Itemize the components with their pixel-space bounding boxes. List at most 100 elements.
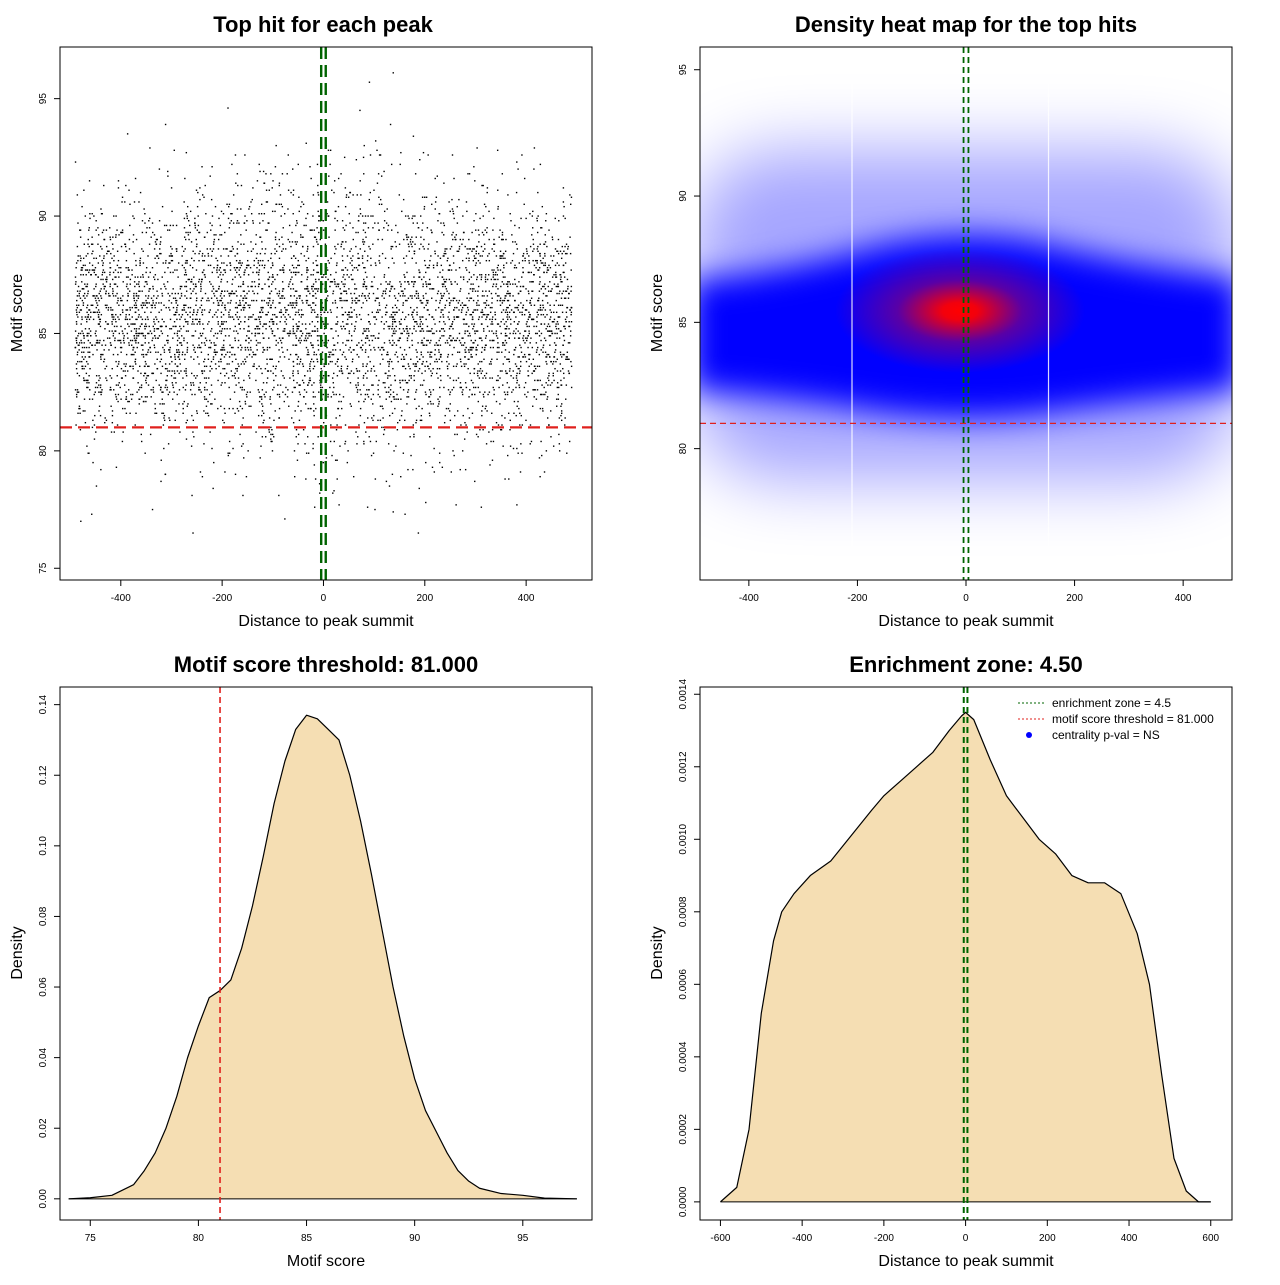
scatter-point — [162, 424, 165, 426]
scatter-point — [414, 321, 416, 323]
scatter-point — [209, 264, 212, 267]
scatter-point — [455, 234, 458, 236]
scatter-point — [385, 321, 388, 323]
scatter-point — [481, 295, 484, 297]
scatter-point — [365, 299, 368, 302]
scatter-point — [452, 262, 455, 264]
scatter-point — [229, 344, 231, 346]
scatter-point — [395, 445, 397, 447]
scatter-point — [452, 231, 454, 234]
scatter-point — [300, 410, 302, 412]
scatter-point — [155, 412, 158, 414]
scatter-point — [466, 330, 469, 332]
scatter-point — [474, 180, 476, 182]
scatter-point — [471, 231, 473, 234]
scatter-point — [462, 231, 465, 234]
scatter-point — [447, 389, 450, 391]
scatter-point — [312, 344, 314, 346]
scatter-point — [223, 262, 225, 264]
scatter-point — [419, 330, 421, 332]
scatter-point — [241, 346, 243, 349]
scatter-point — [449, 391, 452, 393]
scatter-point — [455, 299, 458, 302]
scatter-point — [447, 342, 449, 344]
scatter-point — [84, 328, 87, 330]
scatter-point — [305, 328, 307, 330]
scatter-point — [112, 318, 114, 321]
scatter-point — [183, 400, 185, 403]
scatter-point — [491, 302, 493, 304]
scatter-point — [111, 243, 114, 245]
scatter-point — [389, 389, 392, 391]
scatter-point — [115, 295, 117, 297]
scatter-point — [556, 321, 559, 323]
scatter-point — [115, 321, 117, 323]
scatter-point — [247, 330, 249, 332]
scatter-point — [434, 208, 436, 210]
scatter-point — [313, 410, 315, 412]
scatter-point — [405, 316, 407, 318]
scatter-point — [194, 377, 197, 379]
scatter-point — [154, 407, 157, 410]
scatter-point — [86, 335, 88, 337]
scatter-point — [409, 295, 412, 297]
scatter-point — [486, 255, 489, 257]
scatter-point — [537, 309, 540, 311]
scatter-point — [248, 205, 251, 208]
scatter-point — [454, 238, 456, 241]
scatter-point — [116, 302, 118, 304]
scatter-point — [327, 339, 330, 342]
scatter-point — [532, 227, 534, 229]
scatter-point — [189, 288, 192, 290]
scatter-point — [569, 335, 572, 337]
scatter-point — [374, 323, 376, 325]
scatter-point — [166, 389, 168, 391]
scatter-point — [78, 332, 80, 335]
scatter-point — [79, 290, 81, 292]
scatter-point — [413, 281, 415, 283]
scatter-point — [490, 363, 492, 365]
scatter-point — [229, 328, 231, 330]
scatter-point — [479, 274, 481, 276]
scatter-point — [344, 311, 347, 314]
scatter-point — [406, 339, 409, 342]
scatter-point — [439, 316, 442, 318]
scatter-point — [106, 323, 109, 325]
scatter-point — [186, 215, 188, 217]
scatter-point — [493, 243, 495, 245]
scatter-point — [469, 389, 471, 391]
scatter-point — [487, 313, 490, 316]
scatter-point — [386, 351, 389, 353]
scatter-point — [506, 313, 509, 316]
scatter-point — [265, 436, 267, 438]
scatter-point — [272, 180, 274, 182]
scatter-point — [481, 309, 483, 311]
scatter-point — [483, 349, 486, 351]
scatter-point — [482, 313, 485, 316]
scatter-point — [569, 236, 571, 238]
scatter-point — [431, 466, 434, 468]
scatter-point — [88, 227, 91, 229]
scatter-point — [122, 332, 124, 335]
scatter-point — [248, 208, 250, 210]
scatter-point — [226, 363, 228, 365]
scatter-point — [417, 370, 420, 372]
scatter-point — [415, 290, 418, 292]
scatter-point — [314, 330, 317, 332]
scatter-point — [475, 213, 477, 215]
scatter-point — [152, 231, 154, 234]
scatter-point — [80, 257, 82, 260]
scatter-point — [512, 252, 515, 255]
scatter-point — [316, 227, 318, 229]
scatter-point — [173, 332, 176, 335]
scatter-point — [292, 372, 294, 375]
scatter-point — [92, 461, 94, 464]
scatter-point — [420, 351, 422, 353]
scatter-point — [470, 283, 472, 285]
scatter-point — [504, 356, 506, 358]
scatter-point — [452, 337, 455, 339]
scatter-point — [442, 255, 444, 257]
scatter-point — [103, 339, 105, 342]
scatter-point — [341, 372, 344, 375]
scatter-point — [183, 304, 185, 306]
